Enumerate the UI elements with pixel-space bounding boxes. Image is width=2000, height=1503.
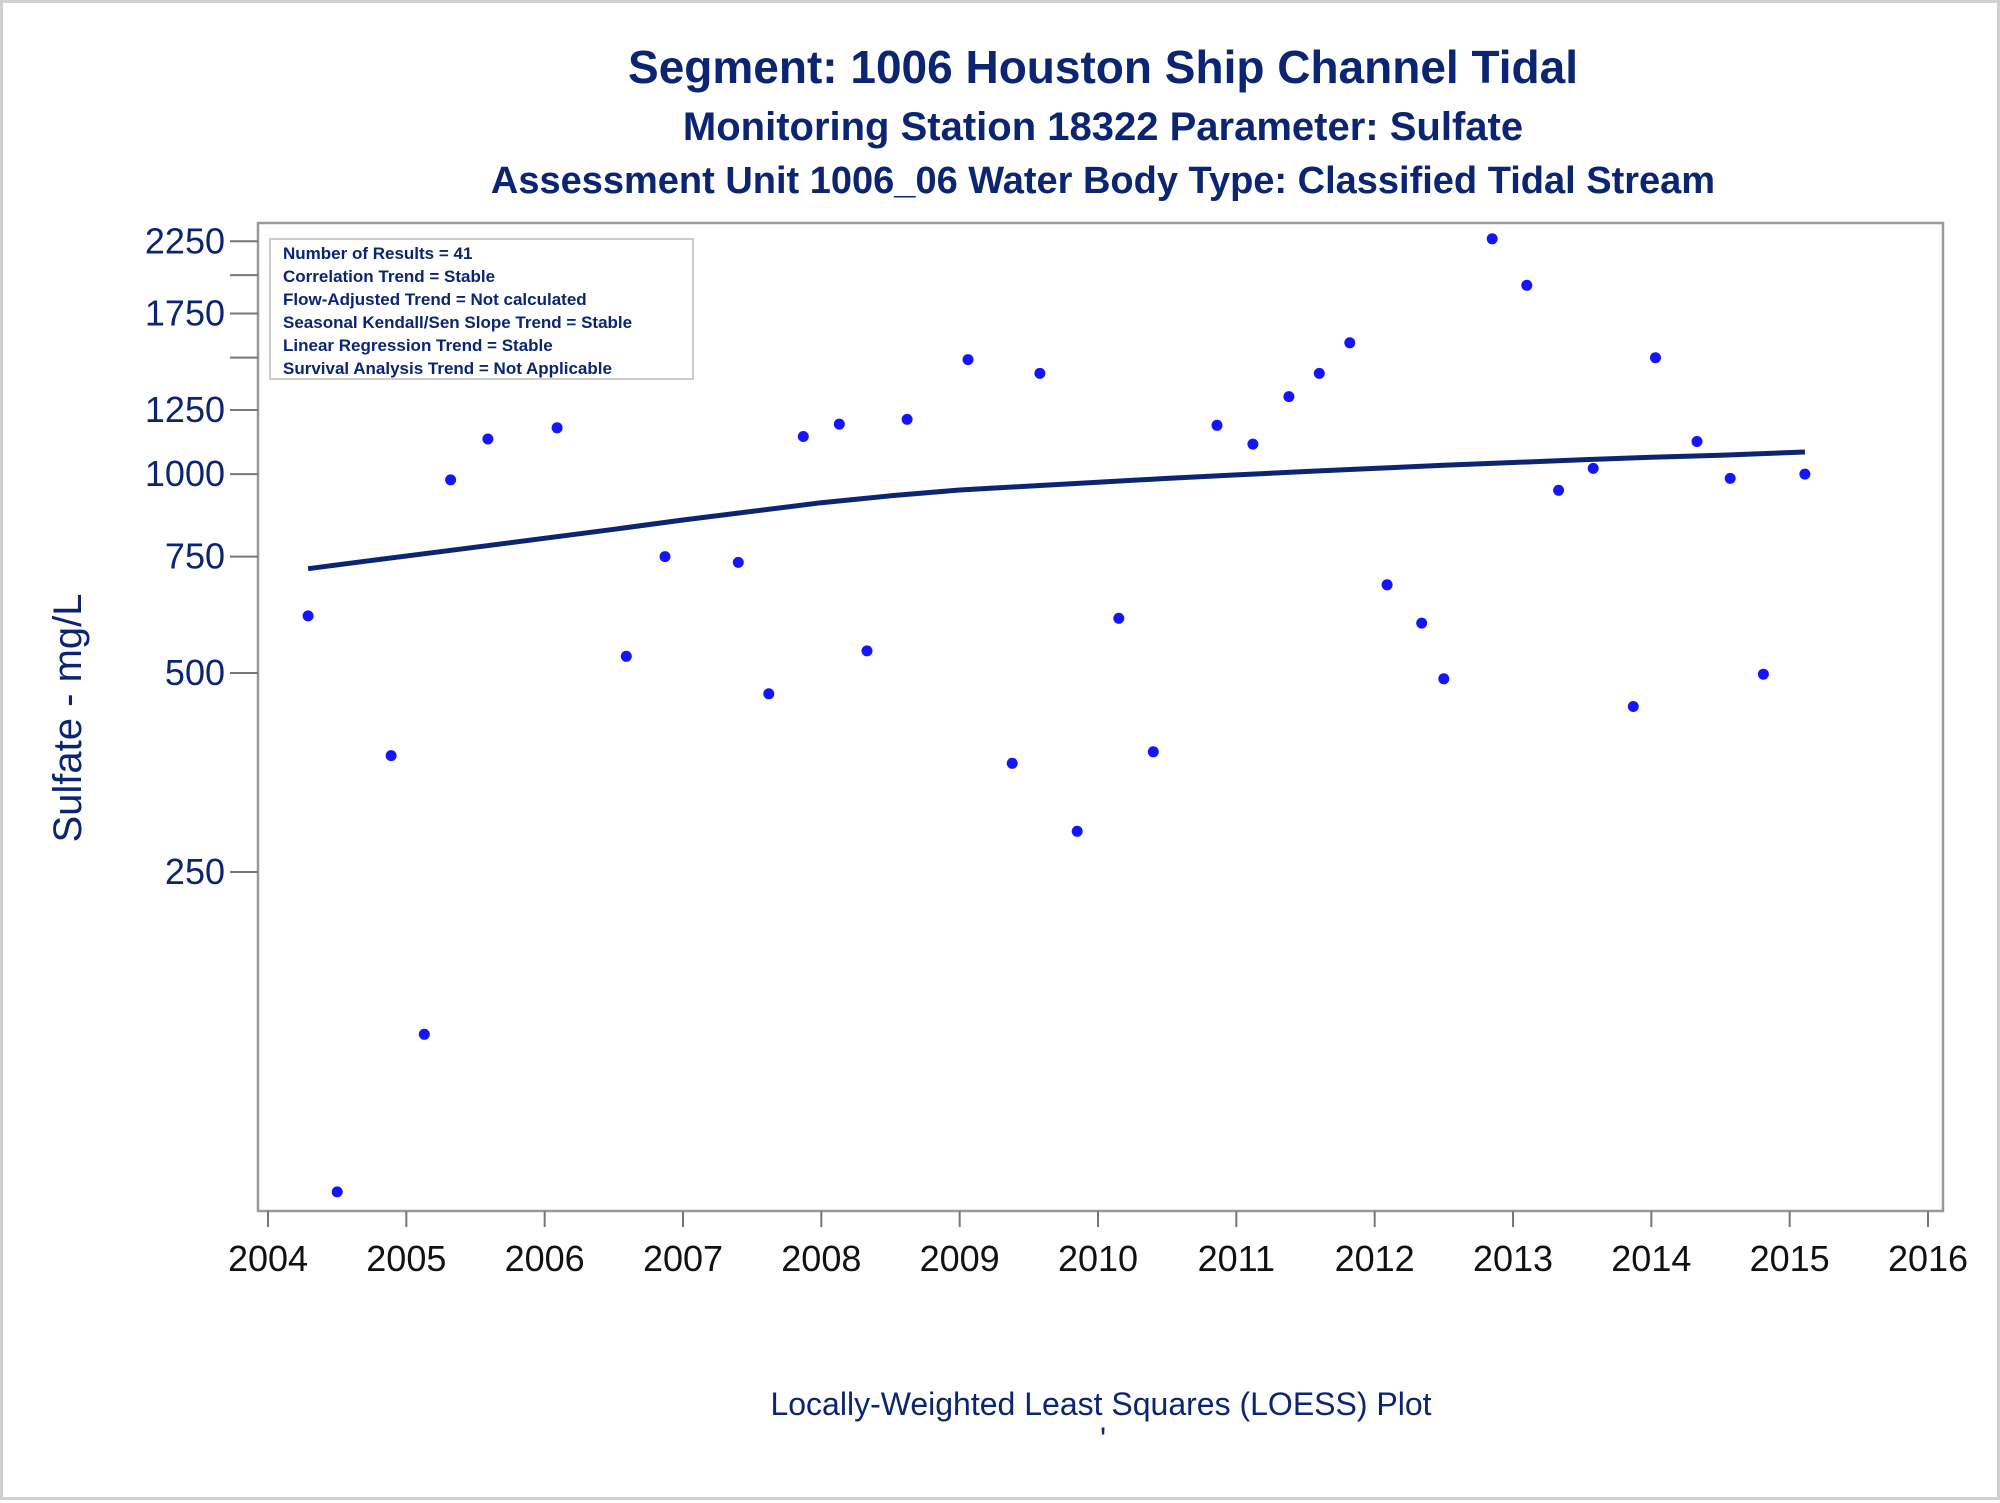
data-point [1521,279,1533,291]
data-point [418,1028,430,1040]
data-point [1344,337,1356,349]
data-point [763,688,775,700]
x-tick-label: 2015 [1750,1238,1830,1279]
data-point [797,431,809,442]
x-tick-label: 2009 [920,1238,1000,1279]
x-tick-label: 2008 [781,1238,861,1279]
x-tick-label: 2006 [505,1238,585,1279]
x-tick-label: 2005 [366,1238,446,1279]
data-point [1627,701,1639,712]
y-tick-label: 500 [165,652,225,693]
loess-layer [307,449,1805,572]
data-point [1587,462,1599,474]
data-point [659,551,671,563]
stats-line: Linear Regression Trend = Stable [283,336,553,355]
chart-subtitle-2: Assessment Unit 1006_06 Water Body Type:… [491,160,1715,202]
y-tick-label: 750 [165,536,225,577]
data-point [1757,668,1769,680]
x-tick-label: 2010 [1058,1238,1138,1279]
data-point [620,650,632,662]
data-point [1113,612,1125,624]
x-tick-label: 2012 [1335,1238,1415,1279]
x-tick-label: 2011 [1198,1238,1275,1279]
data-point [962,354,974,366]
data-point [732,556,744,568]
data-point [1313,367,1325,379]
x-tick-label: 2013 [1473,1238,1553,1279]
data-point [1006,757,1018,769]
y-tick-label: 1750 [145,292,225,333]
data-point [1553,484,1565,496]
stats-line: Seasonal Kendall/Sen Slope Trend = Stabl… [283,313,632,332]
data-point [1147,746,1159,758]
data-point [1381,579,1393,591]
x-tick-label: 2016 [1888,1238,1968,1279]
scatter-chart: Segment: 1006 Houston Ship Channel Tidal… [46,41,1968,1457]
data-point [302,610,314,622]
data-point [1416,617,1428,629]
stats-box [269,238,694,380]
plot-area [256,221,1945,1213]
chart-subtitle: Monitoring Station 18322 Parameter: Sulf… [683,105,1523,149]
stats-line: Correlation Trend = Stable [283,267,495,286]
data-point [1247,438,1259,450]
data-point [1724,472,1736,484]
data-point [482,433,494,445]
data-point [1438,673,1450,685]
stats-line: Number of Results = 41 [283,244,472,263]
y-tick-label: 250 [165,851,225,892]
stats-box-lines: Number of Results = 41 Correlation Trend … [283,244,632,378]
x-tick-label: 2014 [1611,1238,1691,1279]
data-point [1283,391,1295,403]
footnote-mark: ' [1100,1421,1106,1457]
data-point [1211,419,1223,431]
footnote: Locally-Weighted Least Squares (LOESS) P… [770,1386,1431,1422]
data-point [331,1186,343,1198]
chart-title: Segment: 1006 Houston Ship Channel Tidal [628,41,1578,93]
data-point [1691,436,1703,447]
data-point [1650,352,1661,364]
x-tick-label: 2007 [643,1238,723,1279]
data-point [901,413,913,425]
data-point [1071,825,1083,837]
x-tick-label: 2004 [228,1238,308,1279]
loess-trend-line [307,449,1805,572]
stats-line: Flow-Adjusted Trend = Not calculated [283,290,587,309]
data-point [551,422,563,434]
data-point [833,418,845,430]
y-axis: 250 500 750 1000 1250 1750 2250 [145,220,258,892]
data-point [1799,468,1811,480]
stats-line: Survival Analysis Trend = Not Applicable [283,359,612,378]
y-tick-label: 1250 [145,389,225,430]
y-tick-label: 2250 [145,220,225,261]
data-point [1034,367,1046,379]
y-tick-label: 1000 [145,453,225,494]
data-point [385,750,397,762]
y-axis-label: Sulfate - mg/L [46,593,90,842]
data-point [1486,233,1498,245]
data-point [861,645,873,657]
x-axis: 2004 2005 2006 2007 2008 2009 2010 2011 2012 2013… [228,1211,1968,1279]
data-point [445,474,457,486]
